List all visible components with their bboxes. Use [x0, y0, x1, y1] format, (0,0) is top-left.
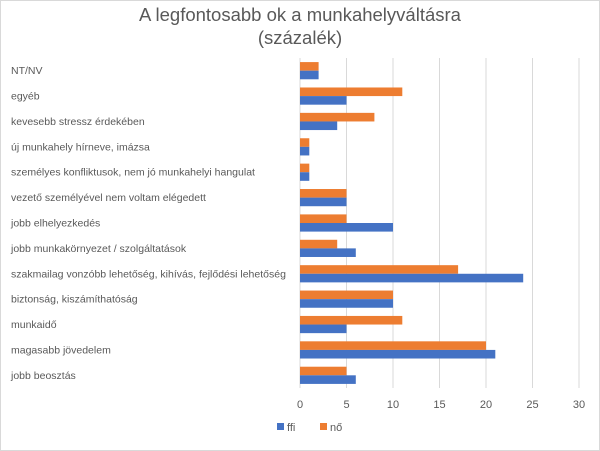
legend-label-ffi: ffi [287, 422, 295, 434]
bar-ffi [300, 248, 356, 257]
bar-nő [300, 189, 347, 198]
category-label: vezető személyével nem voltam elégedett [11, 192, 206, 204]
category-label: jobb munkakörnyezet / szolgáltatások [10, 243, 187, 255]
category-label: NT/NV [11, 65, 43, 77]
bar-nő [300, 138, 310, 147]
category-label: személyes konfliktusok, nem jó munkahely… [11, 167, 255, 179]
bar-ffi [300, 324, 347, 334]
bar-nő [300, 163, 310, 173]
category-label: biztonság, kiszámíthatóság [11, 294, 138, 306]
bar-ffi [300, 223, 393, 232]
bar-nő [300, 62, 319, 71]
legend-swatch-nő [320, 423, 327, 430]
bar-ffi [300, 197, 347, 207]
bar-ffi [300, 96, 347, 105]
bar-nő [300, 366, 347, 376]
bar-nő [300, 315, 403, 325]
bar-nő [300, 214, 347, 223]
x-tick-label: 20 [480, 399, 492, 411]
category-labels: NT/NV egyéb kevesebb stressz érdekében új m… [10, 65, 286, 382]
category-label: jobb elhelyezkedés [10, 218, 100, 230]
category-label: kevesebb stressz érdekében [11, 116, 145, 128]
x-tick-label: 5 [343, 399, 349, 411]
legend-label-nő: nő [330, 422, 342, 434]
bar-nő [300, 112, 375, 122]
category-label: magasabb jövedelem [11, 344, 111, 356]
x-tick-label: 10 [387, 399, 399, 411]
bar-nő [300, 239, 338, 249]
x-tick-label: 30 [573, 399, 585, 411]
bar-ffi [300, 146, 310, 156]
bar-ffi [300, 375, 356, 384]
bar-ffi [300, 172, 310, 181]
chart-subtitle: (százalék) [257, 27, 343, 48]
chart-title-main: A legfontosabb ok a munkahelyváltásra [139, 4, 461, 25]
category-label: szakmailag vonzóbb lehetőség, kihívás, f… [11, 268, 286, 280]
legend: ffi nő [277, 422, 342, 434]
x-tick-label: 25 [526, 399, 538, 411]
bar-ffi [300, 349, 496, 359]
bar-ffi [300, 273, 524, 283]
bar-nő [300, 290, 393, 300]
category-label: új munkahely hírneve, imázsa [11, 141, 150, 153]
chart-title: A legfontosabb ok a munkahelyváltásra (s… [0, 3, 600, 49]
bar-nő [300, 265, 459, 274]
bar-nő [300, 87, 403, 97]
bar-ffi [300, 121, 338, 131]
bars [300, 62, 524, 384]
category-label: munkaidő [11, 319, 57, 331]
x-tick-labels: 0 5 10 15 20 25 30 [297, 399, 585, 411]
category-label: egyéb [11, 91, 40, 103]
bar-ffi [300, 299, 393, 308]
x-tick-label: 15 [433, 399, 445, 411]
bar-ffi [300, 70, 319, 80]
x-tick-label: 0 [297, 399, 303, 411]
bar-nő [300, 341, 486, 350]
category-label: jobb beosztás [10, 370, 76, 382]
legend-swatch-ffi [277, 423, 284, 430]
